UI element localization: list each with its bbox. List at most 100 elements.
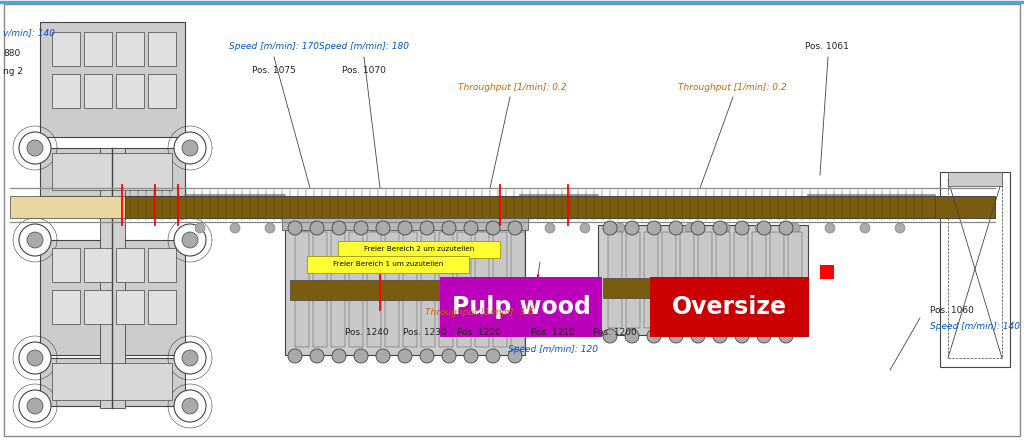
Circle shape: [174, 342, 206, 374]
Circle shape: [713, 221, 727, 235]
Bar: [52, 363, 172, 400]
Text: Speed [m/min]: 120: Speed [m/min]: 120: [508, 345, 598, 354]
Bar: [52, 290, 80, 324]
Bar: [511, 232, 525, 347]
Text: Pos. 1070: Pos. 1070: [342, 66, 385, 75]
Circle shape: [300, 223, 310, 233]
Bar: [488, 293, 506, 308]
Circle shape: [669, 221, 683, 235]
Text: 880: 880: [3, 49, 20, 58]
Circle shape: [508, 221, 522, 235]
Bar: [84, 32, 112, 66]
Bar: [100, 148, 125, 408]
Text: 4.0m: 4.0m: [718, 292, 734, 297]
Text: Oversize: Oversize: [672, 295, 787, 319]
Circle shape: [27, 398, 43, 414]
Text: v/min]: 140: v/min]: 140: [3, 29, 55, 37]
Text: Pos. 1220: Pos. 1220: [458, 328, 501, 337]
Bar: [457, 232, 471, 347]
Bar: [148, 248, 176, 282]
Circle shape: [288, 221, 302, 235]
Circle shape: [27, 350, 43, 366]
Circle shape: [508, 349, 522, 363]
Bar: [421, 232, 435, 347]
Circle shape: [354, 221, 368, 235]
Bar: [338, 241, 500, 258]
Circle shape: [825, 223, 835, 233]
Circle shape: [691, 221, 705, 235]
Text: Speed [m/min]: 140: Speed [m/min]: 140: [930, 322, 1020, 331]
Bar: [680, 232, 694, 328]
Circle shape: [779, 329, 793, 343]
Bar: [626, 232, 640, 328]
Text: Throughput [1/min]: 0.2: Throughput [1/min]: 0.2: [678, 84, 786, 92]
Bar: [331, 232, 345, 347]
Circle shape: [265, 223, 275, 233]
Bar: [598, 225, 808, 335]
Text: Throughput [1/min]: 0.2: Throughput [1/min]: 0.2: [458, 84, 566, 92]
Bar: [148, 74, 176, 108]
Bar: [52, 153, 172, 190]
Circle shape: [19, 132, 51, 164]
Bar: [403, 232, 417, 347]
Bar: [40, 22, 185, 137]
Circle shape: [713, 329, 727, 343]
Circle shape: [195, 223, 205, 233]
Circle shape: [757, 221, 771, 235]
Circle shape: [288, 349, 302, 363]
Bar: [148, 290, 176, 324]
Bar: [940, 172, 1010, 367]
Text: Pos. 1200: Pos. 1200: [593, 328, 636, 337]
Circle shape: [27, 140, 43, 156]
Bar: [367, 232, 381, 347]
Bar: [84, 248, 112, 282]
Bar: [148, 32, 176, 66]
Circle shape: [720, 223, 730, 233]
Circle shape: [335, 223, 345, 233]
Bar: [644, 232, 658, 328]
Bar: [282, 218, 528, 230]
Bar: [84, 74, 112, 108]
Circle shape: [398, 349, 412, 363]
Circle shape: [669, 329, 683, 343]
Bar: [770, 232, 784, 328]
Circle shape: [486, 221, 500, 235]
Text: Pulp wood: Pulp wood: [452, 295, 591, 319]
Circle shape: [615, 223, 625, 233]
Text: Speed [m/min]: 180: Speed [m/min]: 180: [318, 42, 409, 51]
Bar: [385, 232, 399, 347]
Bar: [295, 232, 309, 347]
Text: Pos. 1230: Pos. 1230: [403, 328, 446, 337]
Circle shape: [332, 221, 346, 235]
Text: Speed [m/min]: 170: Speed [m/min]: 170: [229, 42, 319, 51]
Circle shape: [603, 329, 617, 343]
Text: Throughput [1/min]: 3.6: Throughput [1/min]: 3.6: [425, 308, 534, 317]
Bar: [650, 277, 809, 337]
Circle shape: [406, 223, 415, 233]
Circle shape: [174, 390, 206, 422]
Circle shape: [310, 221, 324, 235]
Circle shape: [603, 221, 617, 235]
Bar: [734, 232, 748, 328]
Bar: [10, 196, 125, 218]
Circle shape: [182, 232, 198, 248]
Circle shape: [625, 329, 639, 343]
Circle shape: [376, 349, 390, 363]
Circle shape: [19, 224, 51, 256]
Circle shape: [398, 221, 412, 235]
Bar: [290, 280, 520, 300]
Circle shape: [486, 349, 500, 363]
Bar: [307, 256, 469, 273]
Bar: [439, 232, 453, 347]
Bar: [84, 290, 112, 324]
Circle shape: [779, 221, 793, 235]
Bar: [608, 232, 622, 328]
Bar: [349, 232, 362, 347]
Bar: [40, 148, 185, 196]
Circle shape: [510, 223, 520, 233]
Text: Freier Bereich 2 um zuzuteilen: Freier Bereich 2 um zuzuteilen: [364, 246, 474, 253]
Circle shape: [442, 221, 456, 235]
Text: 6.3m: 6.3m: [718, 306, 734, 311]
Bar: [948, 180, 1002, 358]
Bar: [662, 232, 676, 328]
